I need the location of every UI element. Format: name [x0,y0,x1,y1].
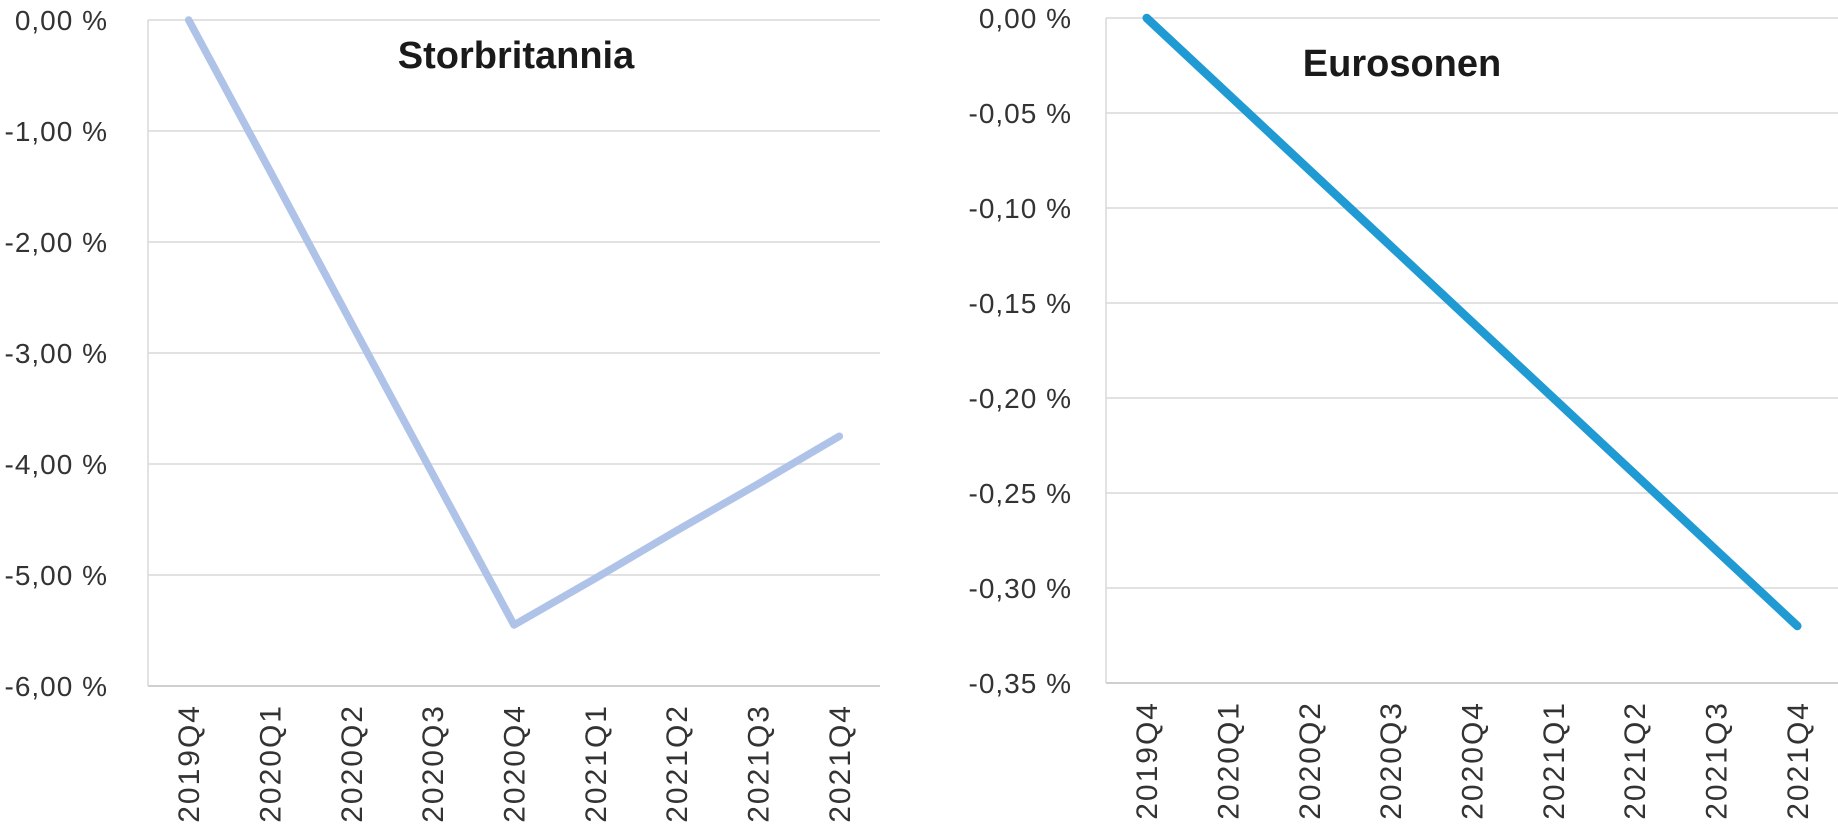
chart-storbritannia: 0,00 % -1,00 % -2,00 % -3,00 % -4,00 % -5,00 … [5,5,880,823]
y-tick-label: -0,25 % [969,478,1073,509]
x-tick-label: 2021Q2 [1619,701,1652,820]
y-tick-label: 0,00 % [979,3,1072,34]
y-tick-label: -3,00 % [5,338,109,369]
y-tick-label: -5,00 % [5,560,109,591]
y-tick-label: -0,10 % [969,193,1073,224]
x-tick-label: 2019Q4 [173,704,206,823]
x-tick-label: 2020Q3 [417,704,450,823]
x-tick-label: 2020Q2 [336,704,369,823]
y-tick-label: -0,05 % [969,98,1073,129]
x-tick-label: 2020Q4 [1457,701,1490,820]
y-tick-label: 0,00 % [15,5,108,36]
y-tick-label: -2,00 % [5,227,109,258]
x-tick-label: 2021Q3 [743,704,776,823]
x-tick-label: 2021Q2 [661,704,694,823]
series-line [184,16,844,629]
y-tick-label: -0,35 % [969,668,1073,699]
x-tick-label: 2019Q4 [1131,701,1164,820]
x-tick-label: 2021Q1 [580,704,613,823]
x-tick-label: 2021Q4 [1782,701,1815,820]
x-tick-label: 2021Q4 [824,704,857,823]
x-tick-label: 2020Q2 [1294,701,1327,820]
x-tick-label: 2020Q1 [255,704,288,823]
y-tick-label: -6,00 % [5,671,109,702]
y-tick-label: -0,20 % [969,383,1073,414]
chart-title: Storbritannia [398,35,635,77]
x-tick-label: 2021Q1 [1538,701,1571,820]
y-tick-label: -0,30 % [969,573,1073,604]
y-tick-label: -0,15 % [969,288,1073,319]
x-tick-label: 2021Q3 [1701,701,1734,820]
x-tick-label: 2020Q4 [499,704,532,823]
x-tick-label: 2020Q1 [1213,701,1246,820]
chart-title: Eurosonen [1303,43,1501,85]
x-tick-label: 2020Q3 [1375,701,1408,820]
series-line [1142,13,1802,631]
y-tick-label: -4,00 % [5,449,109,480]
y-tick-label: -1,00 % [5,116,109,147]
chart-eurosonen: 0,00 % -0,05 % -0,10 % -0,15 % -0,20 % -0,25 … [969,3,1838,820]
